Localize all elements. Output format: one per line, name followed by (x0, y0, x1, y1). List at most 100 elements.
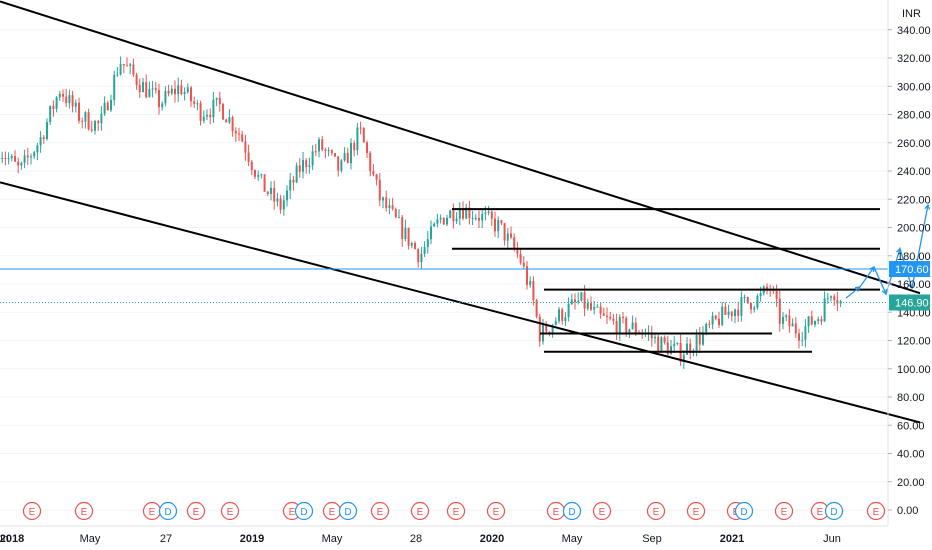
candle-body (474, 218, 477, 220)
candle-body (161, 103, 164, 108)
candle-body (590, 303, 592, 310)
dividend-marker: D (562, 501, 582, 521)
projection-arrowhead (907, 283, 914, 290)
x-tick-label: Jun (0, 533, 9, 545)
candle-body (244, 141, 247, 153)
candle-body (385, 197, 388, 208)
candle-body (330, 150, 333, 154)
candle-body (433, 223, 436, 227)
trendline (0, 0, 921, 295)
candle-body (574, 299, 576, 303)
candle-body (753, 307, 756, 310)
candle-body (388, 205, 391, 208)
candle-body (39, 137, 42, 146)
earnings-marker: E (592, 501, 612, 521)
projection-arrowhead (895, 247, 902, 254)
candle-body (164, 90, 167, 104)
event-circle (774, 501, 794, 521)
candle-body (826, 297, 829, 299)
y-tick-label: 60.00 (897, 420, 925, 432)
projection-arrowhead (869, 265, 875, 273)
event-label: D (164, 507, 171, 518)
candle-body (548, 331, 551, 333)
candle-body (500, 220, 503, 224)
candle-body (519, 253, 522, 263)
candle-body (276, 198, 279, 202)
candle-body (228, 117, 231, 123)
candle-body (122, 63, 125, 66)
candle-body (90, 129, 93, 131)
candle-body (676, 342, 679, 344)
candle-body (714, 315, 717, 319)
candle-body (657, 336, 660, 351)
candle-body (503, 223, 506, 241)
event-label: E (81, 507, 88, 518)
candle-body (225, 119, 228, 123)
time-scale[interactable]: Jun2018May272019May282020MaySep2021Jun (0, 533, 841, 545)
candle-body (151, 88, 154, 90)
event-label: D (740, 507, 747, 518)
event-circle (370, 501, 390, 521)
candle-body (55, 97, 58, 109)
candle-body (746, 296, 749, 304)
candle-body (705, 323, 708, 333)
price-scale[interactable]: 340.00 320.00 300.00 280.00 260.00 240.00 220.… (888, 25, 931, 517)
event-label: E (193, 507, 200, 518)
candle-body (193, 101, 196, 104)
candle-body (209, 114, 212, 118)
candle-body (721, 306, 724, 326)
candle-body (455, 218, 458, 222)
y-tick-label: 240.00 (897, 166, 931, 178)
candle-body (302, 160, 304, 172)
candle-body (154, 88, 157, 91)
event-circle (446, 501, 466, 521)
candle-body (689, 343, 692, 353)
candle-body (599, 306, 602, 314)
candle-body (87, 112, 90, 130)
y-tick-label: 300.00 (897, 81, 931, 93)
candle-body (417, 249, 420, 263)
x-tick-label: Sep (642, 533, 662, 545)
candle-body (535, 300, 538, 317)
candle-body (734, 309, 736, 317)
candle-body (52, 105, 55, 109)
event-circle (592, 501, 612, 521)
candle-body (375, 174, 378, 180)
price-lines (0, 268, 888, 304)
candle-body (452, 210, 455, 222)
earnings-marker: E (646, 501, 666, 521)
candle-body (823, 298, 826, 322)
event-label: E (453, 507, 460, 518)
candle-body (561, 309, 564, 322)
candle-body (740, 296, 743, 316)
y-tick-label: 20.00 (897, 477, 925, 489)
candle-body (516, 248, 519, 254)
current-price-tag: 146.90 (889, 294, 930, 311)
event-circle (562, 501, 582, 521)
dividend-marker: D (734, 501, 754, 521)
candle-body (401, 217, 404, 239)
candle-body (673, 343, 676, 347)
event-circle (486, 501, 506, 521)
candle-body (410, 242, 413, 246)
candle-body (785, 315, 788, 317)
candle-body (311, 151, 314, 166)
candle-body (215, 97, 218, 100)
candle-body (97, 121, 100, 124)
earnings-marker: E (410, 501, 430, 521)
y-tick-label: 200.00 (897, 223, 931, 235)
candle-body (183, 92, 186, 94)
candle-body (462, 209, 464, 219)
events-row: EEEDEEEDEDEEEEEDEEEEDEEDE (22, 501, 886, 521)
x-tick-label: 2021 (720, 533, 744, 545)
candle-body (718, 318, 720, 326)
candle-body (17, 161, 20, 166)
candle-body (270, 187, 272, 194)
earnings-marker: E (220, 501, 240, 521)
candle-body (522, 262, 525, 267)
candle-body (798, 333, 800, 341)
candle-body (308, 165, 311, 167)
y-tick-label: 340.00 (897, 25, 931, 37)
candle-body (478, 218, 480, 221)
